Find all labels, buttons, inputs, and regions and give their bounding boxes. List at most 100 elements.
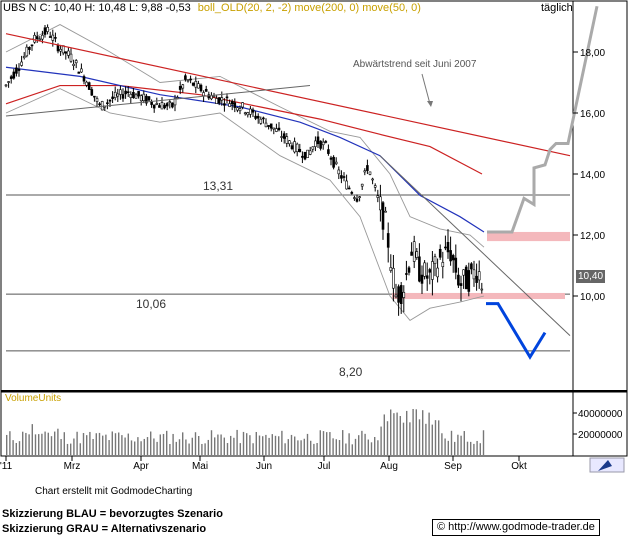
candle-body xyxy=(4,84,8,87)
website-url[interactable]: http://www.godmode-trader.de xyxy=(448,521,595,533)
candle-body xyxy=(129,93,133,98)
candle-body xyxy=(119,89,122,95)
candle-body xyxy=(249,108,252,115)
candle-body xyxy=(316,136,320,145)
candle-body xyxy=(197,83,200,89)
candle-body xyxy=(321,141,325,146)
volume-bar xyxy=(41,433,43,455)
time-label-3: Apr xyxy=(133,461,149,472)
candle-body xyxy=(366,165,369,171)
volume-bar xyxy=(105,434,107,455)
volume-bar xyxy=(201,443,203,455)
price-tick-label-5: 10,00 xyxy=(580,292,605,303)
volume-bar xyxy=(38,434,40,455)
candle-body xyxy=(306,149,309,158)
candle-body xyxy=(373,185,377,188)
volume-bar xyxy=(316,442,318,455)
candle-body xyxy=(368,171,372,175)
candle-body xyxy=(472,269,476,280)
candle-body xyxy=(217,97,221,104)
candle-body xyxy=(77,71,81,74)
resistance-zone-1 xyxy=(487,231,570,242)
candle-body xyxy=(12,71,16,79)
bollinger-bands xyxy=(5,24,485,321)
volume-bar xyxy=(425,423,427,455)
price-tick-label-4: 12,00 xyxy=(580,231,605,242)
candle-body xyxy=(418,256,421,282)
candle-body xyxy=(48,36,52,38)
candle-body xyxy=(332,156,335,168)
candle-body xyxy=(246,112,250,116)
support-line xyxy=(5,85,311,117)
volume-bar xyxy=(348,433,350,455)
candle-body xyxy=(384,210,387,213)
candle-body xyxy=(35,36,39,40)
volume-bar xyxy=(239,443,241,455)
candle-body xyxy=(272,127,276,130)
candle-body xyxy=(223,103,226,106)
candle-body xyxy=(381,202,385,230)
volume-tick-label-2: 20000000 xyxy=(578,430,623,441)
volume-bar xyxy=(6,434,8,455)
volume-bar xyxy=(434,420,437,455)
volume-bar xyxy=(121,435,123,455)
candle-body xyxy=(241,102,244,108)
volume-bar xyxy=(297,440,299,455)
volume-bar xyxy=(146,437,149,455)
volume-bar xyxy=(463,431,465,455)
candle-body xyxy=(210,95,213,100)
price-tick-label-2: 16,00 xyxy=(580,109,605,120)
candle-body xyxy=(95,98,99,102)
volume-bar xyxy=(76,431,78,455)
candle-body xyxy=(85,81,88,86)
candle-body xyxy=(379,196,382,211)
candle-body xyxy=(67,50,70,56)
bollinger-lower xyxy=(5,88,485,321)
candle-body xyxy=(225,96,229,99)
candle-body xyxy=(150,101,153,105)
candle-body xyxy=(337,169,341,175)
candle-body xyxy=(295,143,299,152)
volume-bar xyxy=(57,428,59,455)
candle-body xyxy=(202,92,205,97)
candle-body xyxy=(293,141,296,153)
candle-body xyxy=(301,155,304,158)
volume-bar xyxy=(137,437,139,455)
candle-body xyxy=(267,125,270,127)
volume-bar xyxy=(460,435,462,455)
volume-bar xyxy=(34,434,37,455)
volume-bar xyxy=(473,443,475,455)
volume-bar xyxy=(246,433,248,455)
indicator-list: boll_OLD(20, 2, -2) move(200, 0) move(50… xyxy=(197,2,421,14)
volume-bar xyxy=(329,432,331,455)
candle-body xyxy=(425,275,429,279)
volume-bar xyxy=(444,438,446,455)
horizontal-levels xyxy=(6,194,570,352)
volume-bar xyxy=(95,433,97,455)
candle-body xyxy=(108,99,112,102)
volume-bar xyxy=(92,439,94,455)
short-term-downtrend-line xyxy=(379,155,571,337)
time-label-5: Jun xyxy=(256,461,272,472)
website-link-box[interactable]: © http://www.godmode-trader.de xyxy=(432,519,600,536)
candle-body xyxy=(412,241,416,262)
candle-body xyxy=(228,103,231,107)
volume-bar xyxy=(271,434,273,455)
volume-bar xyxy=(447,440,449,455)
candle-body xyxy=(194,81,198,88)
candle-body xyxy=(436,267,439,278)
volume-bar xyxy=(130,440,133,455)
volume-bar xyxy=(470,441,472,455)
volume-bar xyxy=(70,443,72,455)
candle-body xyxy=(350,192,354,194)
candle-body xyxy=(38,38,42,41)
volume-bar xyxy=(220,434,222,455)
candle-body xyxy=(431,261,434,280)
volume-bar xyxy=(402,422,405,455)
candle-body xyxy=(69,53,73,62)
volume-bar xyxy=(172,433,174,455)
volume-bar xyxy=(431,424,433,455)
volume-bar xyxy=(194,432,197,455)
volume-bar xyxy=(428,412,430,455)
